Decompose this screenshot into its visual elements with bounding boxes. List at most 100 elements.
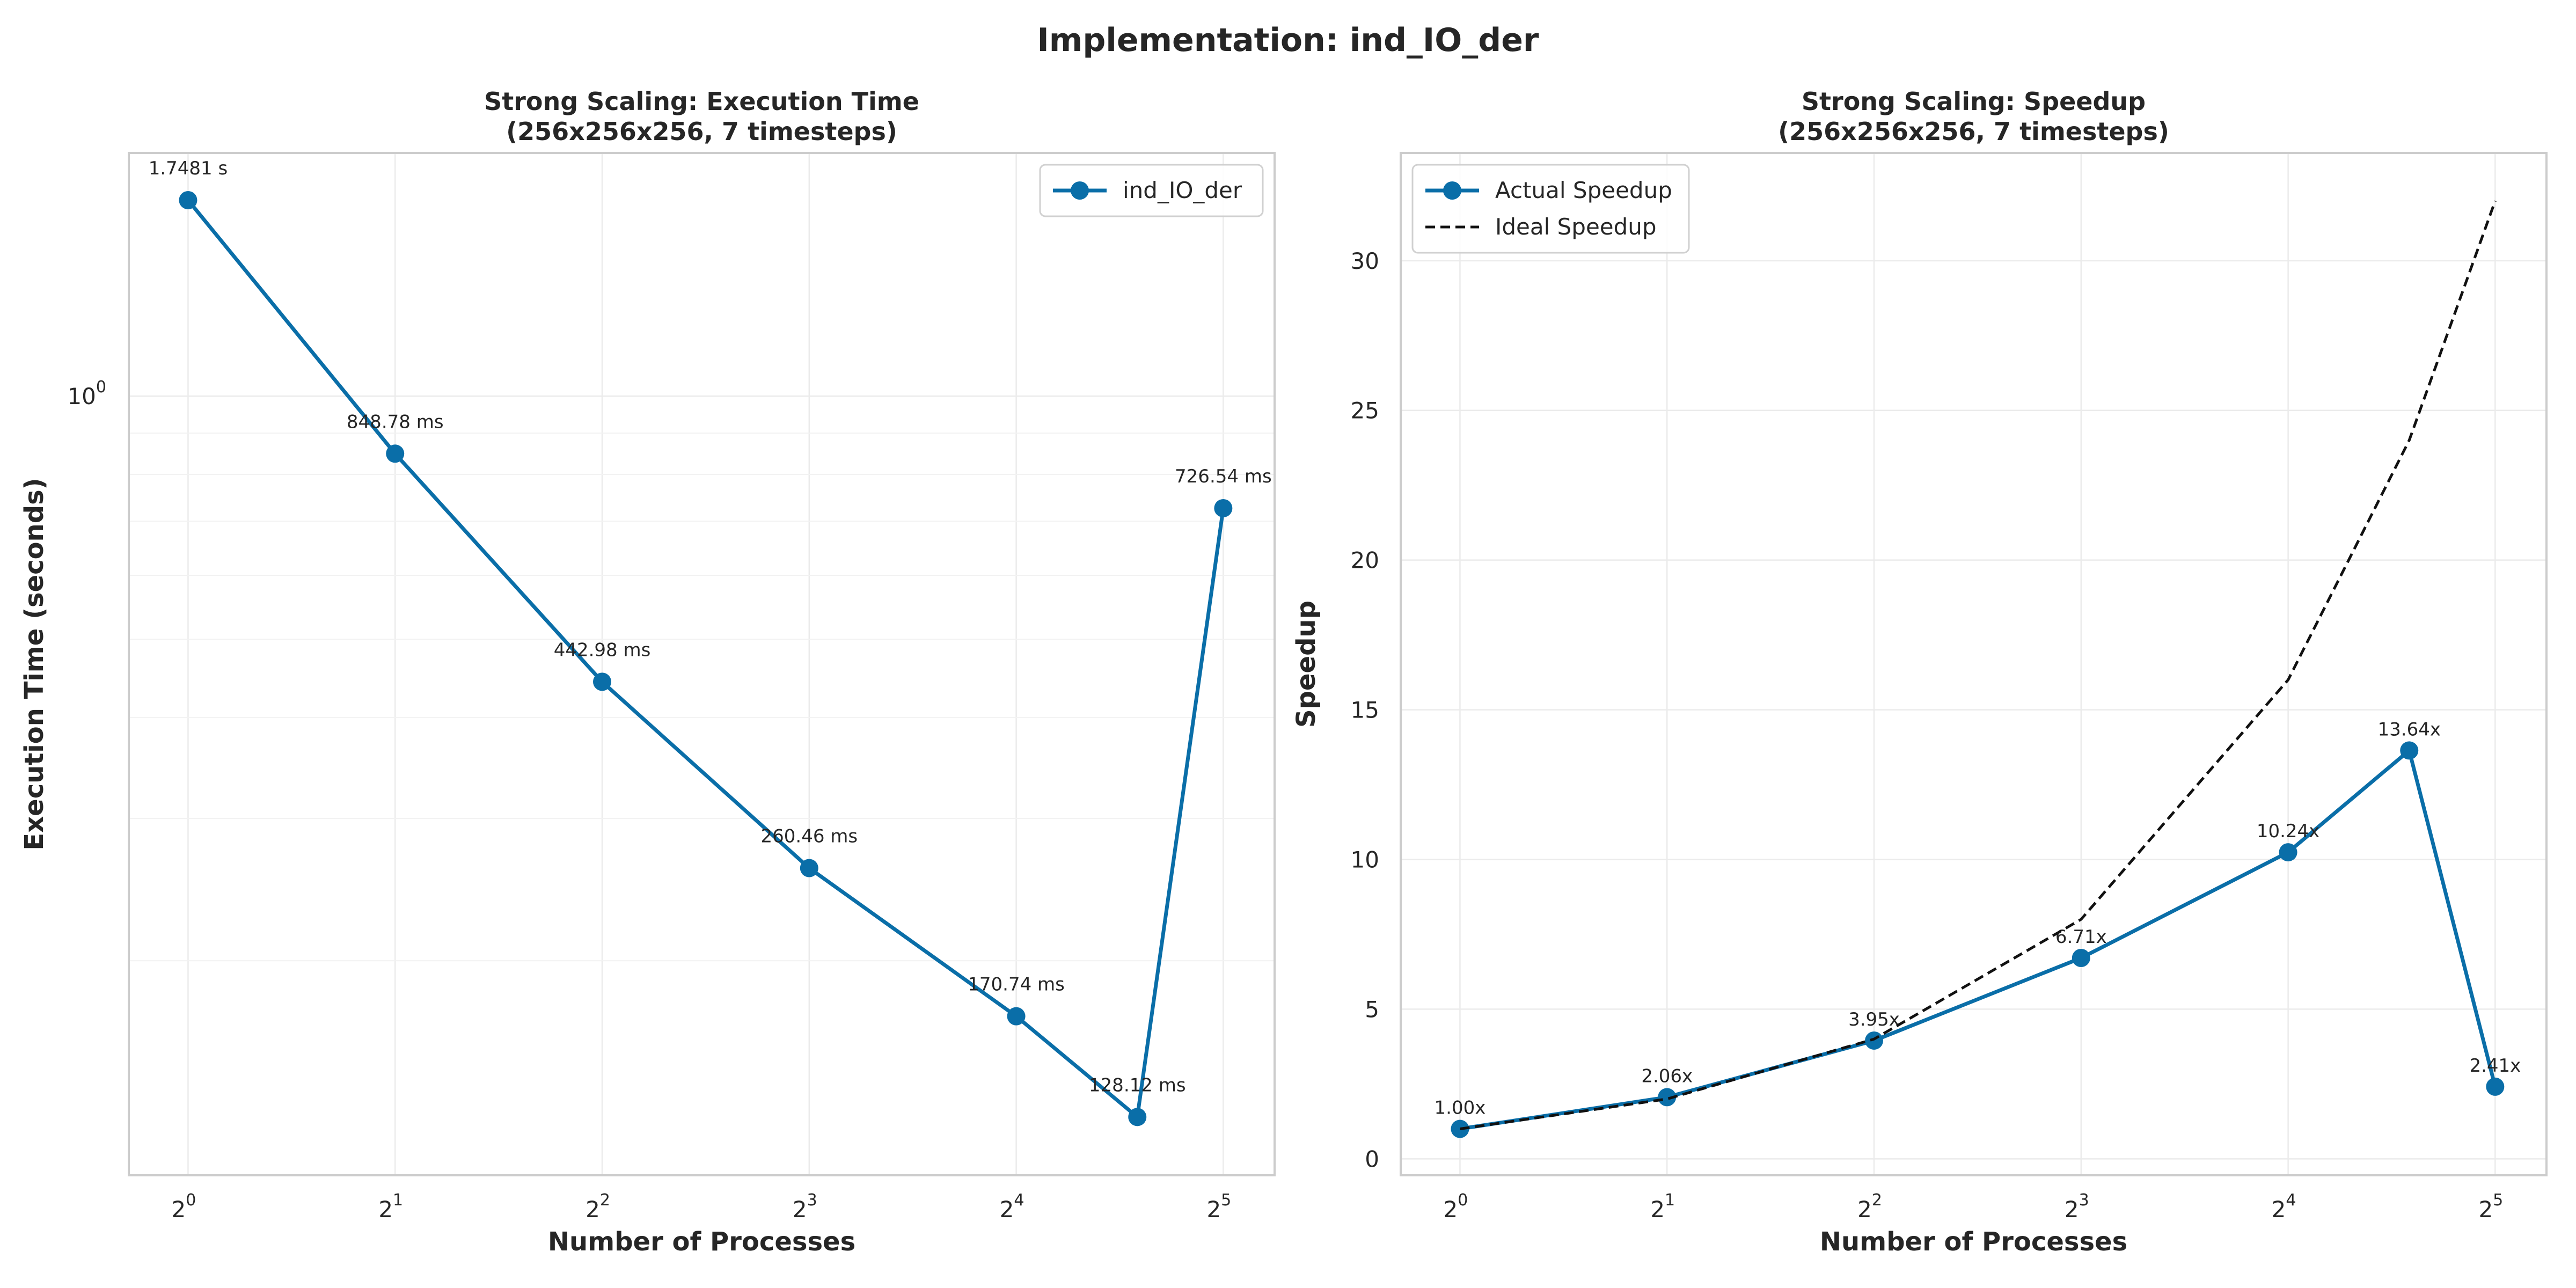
actual-speedup-point bbox=[1865, 1031, 1884, 1050]
legend-swatch-marker bbox=[1443, 181, 1461, 200]
ind-io-der-point bbox=[800, 859, 818, 877]
ind-io-der-point bbox=[386, 444, 405, 463]
speedup-x-tick-label: 24 bbox=[2272, 1191, 2296, 1223]
time-y-axis-label: Execution Time (seconds) bbox=[19, 478, 49, 850]
actual-speedup-point bbox=[2486, 1077, 2505, 1096]
time-title-line: Strong Scaling: Execution Time bbox=[484, 87, 919, 116]
actual-speedup-data-label: 10.24x bbox=[2257, 821, 2319, 842]
time-x-tick-label: 20 bbox=[172, 1191, 196, 1223]
speedup-title-line: (256x256x256, 7 timesteps) bbox=[1778, 117, 2169, 146]
legend-label: ind_IO_der bbox=[1123, 177, 1242, 203]
legend-swatch-marker bbox=[1071, 181, 1089, 200]
time-x-tick-exp: 4 bbox=[1014, 1191, 1024, 1210]
actual-speedup-data-label: 1.00x bbox=[1435, 1097, 1486, 1119]
ind-io-der-data-label: 1.7481 s bbox=[149, 158, 228, 179]
speedup-legend-box bbox=[1411, 164, 1690, 254]
actual-speedup-point bbox=[2400, 741, 2419, 760]
time-x-tick-label: 24 bbox=[1000, 1191, 1024, 1223]
speedup-x-tick-exp: 2 bbox=[1872, 1191, 1882, 1210]
time-y-tick-exp: 0 bbox=[96, 378, 106, 397]
ind-io-der-point bbox=[1128, 1108, 1147, 1126]
speedup-x-tick-label: 22 bbox=[1857, 1191, 1882, 1223]
speedup-x-tick-exp: 0 bbox=[1458, 1191, 1468, 1210]
time-x-tick-label: 21 bbox=[378, 1191, 403, 1223]
ind-io-der-point bbox=[1007, 1007, 1026, 1026]
ind-io-der-line bbox=[186, 199, 1225, 1121]
speedup-y-tick-label: 25 bbox=[1351, 398, 1379, 424]
ind-io-der-data-label: 170.74 ms bbox=[968, 974, 1065, 996]
actual-speedup-data-label: 13.64x bbox=[2378, 719, 2441, 740]
speedup-x-tick-exp: 4 bbox=[2286, 1191, 2296, 1210]
time-x-tick-label: 23 bbox=[793, 1191, 817, 1223]
execution-time-chart: Strong Scaling: Execution Time (256x256x2… bbox=[19, 87, 1276, 1257]
time-x-tick-label: 25 bbox=[1206, 1191, 1231, 1223]
legend-label: Ideal Speedup bbox=[1495, 214, 1657, 240]
speedup-x-tick-label: 21 bbox=[1650, 1191, 1675, 1223]
time-title-line: (256x256x256, 7 timesteps) bbox=[506, 117, 897, 146]
speedup-x-tick-exp: 1 bbox=[1665, 1191, 1675, 1210]
ind-io-der-data-label: 260.46 ms bbox=[760, 826, 858, 847]
speedup-grid bbox=[1401, 153, 2546, 1175]
time-x-tick-exp: 2 bbox=[600, 1191, 610, 1210]
time-x-tick-label: 22 bbox=[586, 1191, 610, 1223]
time-x-tick-base: 2 bbox=[378, 1196, 393, 1223]
actual-speedup-data-label: 6.71x bbox=[2055, 926, 2107, 948]
speedup-x-tick-base: 2 bbox=[1444, 1196, 1458, 1223]
speedup-title-line: Strong Scaling: Speedup bbox=[1802, 87, 2146, 116]
ind-io-der-point bbox=[179, 191, 197, 210]
ind-io-der-data-label: 848.78 ms bbox=[347, 411, 444, 433]
time-x-tick-base: 2 bbox=[172, 1196, 186, 1223]
speedup-y-tick-label: 15 bbox=[1351, 697, 1379, 723]
ideal-speedup-line bbox=[1460, 200, 2497, 1130]
speedup-legend: Actual Speedup Ideal Speedup bbox=[1411, 164, 1690, 254]
speedup-chart: Strong Scaling: Speedup (256x256x256, 7 t… bbox=[1291, 87, 2548, 1257]
speedup-x-tick-exp: 5 bbox=[2493, 1191, 2503, 1210]
actual-speedup-point bbox=[1451, 1119, 1469, 1138]
time-x-tick-exp: 3 bbox=[807, 1191, 817, 1210]
speedup-x-tick-base: 2 bbox=[1650, 1196, 1665, 1223]
time-x-tick-exp: 5 bbox=[1221, 1191, 1231, 1210]
speedup-x-tick-base: 2 bbox=[1857, 1196, 1872, 1223]
time-x-tick-base: 2 bbox=[1000, 1196, 1014, 1223]
speedup-plot-frame bbox=[1400, 152, 2548, 1176]
speedup-y-tick-label: 10 bbox=[1351, 846, 1379, 873]
time-x-tick-exp: 1 bbox=[393, 1191, 403, 1210]
ind-io-der-point bbox=[593, 672, 612, 691]
ind-io-der-data-label: 726.54 ms bbox=[1175, 466, 1272, 487]
time-y-tick-base: 10 bbox=[67, 383, 96, 409]
time-legend-box bbox=[1039, 164, 1264, 217]
actual-speedup-point bbox=[2279, 843, 2297, 862]
speedup-y-tick-label: 0 bbox=[1365, 1146, 1379, 1172]
time-x-tick-base: 2 bbox=[586, 1196, 600, 1223]
time-grid bbox=[129, 153, 1275, 1175]
speedup-x-tick-label: 23 bbox=[2065, 1191, 2089, 1223]
actual-speedup-data-label: 2.41x bbox=[2469, 1055, 2521, 1077]
ind-io-der-data-label: 128.12 ms bbox=[1089, 1074, 1186, 1096]
speedup-x-axis-label: Number of Processes bbox=[1820, 1227, 2127, 1257]
time-x-tick-base: 2 bbox=[1206, 1196, 1221, 1223]
speedup-x-tick-label: 20 bbox=[1444, 1191, 1468, 1223]
speedup-y-tick-label: 30 bbox=[1351, 248, 1379, 274]
time-x-tick-exp: 0 bbox=[186, 1191, 196, 1210]
speedup-y-tick-label: 5 bbox=[1365, 996, 1379, 1022]
speedup-x-tick-base: 2 bbox=[2478, 1196, 2493, 1223]
actual-speedup-data-label: 2.06x bbox=[1641, 1065, 1693, 1087]
speedup-x-tick-label: 25 bbox=[2478, 1191, 2503, 1223]
time-plot-frame bbox=[128, 152, 1276, 1176]
speedup-x-tick-base: 2 bbox=[2272, 1196, 2286, 1223]
time-y-tick-label: 100 bbox=[67, 378, 106, 409]
speedup-x-tick-exp: 3 bbox=[2079, 1191, 2089, 1210]
time-legend: ind_IO_der bbox=[1039, 164, 1264, 217]
actual-speedup-line bbox=[1459, 747, 2497, 1131]
legend-label: Actual Speedup bbox=[1495, 177, 1672, 203]
speedup-y-axis-label: Speedup bbox=[1291, 601, 1321, 728]
ind-io-der-point bbox=[1214, 499, 1233, 517]
speedup-y-tick-label: 20 bbox=[1351, 547, 1379, 574]
time-chart-title: Strong Scaling: Execution Time (256x256x2… bbox=[484, 87, 919, 146]
speedup-chart-title: Strong Scaling: Speedup (256x256x256, 7 t… bbox=[1778, 87, 2169, 146]
time-x-axis-label: Number of Processes bbox=[548, 1227, 855, 1257]
figure-title: Implementation: ind_IO_der bbox=[1037, 21, 1539, 59]
actual-speedup-data-label: 3.95x bbox=[1848, 1009, 1900, 1030]
actual-speedup-point bbox=[2072, 949, 2090, 968]
